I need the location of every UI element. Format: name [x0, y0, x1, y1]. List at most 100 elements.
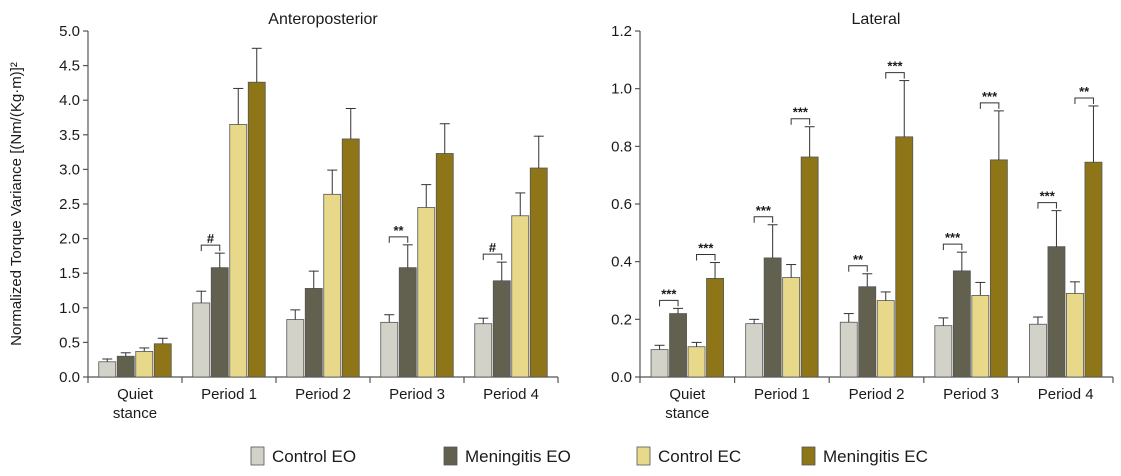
y-tick-label: 3.0 [59, 161, 80, 178]
significance-bracket [1074, 97, 1094, 104]
x-tick-label: Period 2 [849, 386, 905, 403]
significance-label: *** [1040, 189, 1056, 204]
bar [876, 300, 895, 378]
significance-label: *** [887, 59, 903, 74]
legend-swatch [636, 446, 651, 466]
significance-label: *** [982, 89, 998, 104]
x-tick-label: Period 2 [295, 386, 351, 403]
bar [952, 270, 971, 378]
bar [934, 325, 953, 378]
significance-label: *** [698, 241, 714, 256]
x-tick-label: stance [665, 405, 709, 422]
significance-bracket [388, 236, 409, 243]
bar [839, 321, 858, 378]
significance-label: *** [661, 286, 677, 301]
x-tick-label: Quiet [669, 386, 706, 403]
y-axis-title: Normalized Torque Variance [(Nm/(Kg·m)]² [8, 62, 25, 346]
bar [323, 193, 342, 378]
x-tick-label: Period 4 [1038, 386, 1094, 403]
chart-panel-1: Anteroposterior 0.0 0.5 1.0 1.5 2.0 2.5 3.0 3.5 4… [8, 11, 559, 422]
y-tick-label: 3.5 [59, 127, 80, 144]
y-tick-label: 0.0 [611, 369, 632, 386]
bar [116, 355, 135, 378]
bar [398, 267, 417, 378]
significance-bracket [1037, 202, 1057, 209]
significance-bracket [659, 299, 679, 307]
significance-label: *** [756, 203, 772, 218]
x-tick-label: Period 3 [943, 386, 999, 403]
significance-label: ** [393, 223, 404, 238]
y-tick-label: 1.2 [611, 23, 632, 40]
y-tick-label: 1.0 [611, 81, 632, 98]
bar [286, 319, 305, 378]
x-tick-label: Period 1 [754, 386, 810, 403]
bar [650, 349, 669, 378]
y-tick-label: 2.5 [59, 196, 80, 213]
legend-label: Meningitis EO [465, 447, 571, 466]
bar [192, 302, 211, 378]
y-tick-label: 1.5 [59, 265, 80, 282]
bar [341, 138, 360, 378]
significance-bracket [979, 102, 1000, 109]
bar [989, 159, 1008, 378]
bar [745, 323, 764, 378]
legend-label: Control EC [658, 447, 741, 466]
bar [210, 267, 229, 378]
significance-label: *** [793, 105, 809, 120]
bar [98, 361, 117, 378]
legend-swatch [250, 446, 265, 466]
bar [511, 215, 530, 378]
bar [971, 295, 990, 378]
bar [229, 124, 248, 378]
y-tick-label: 5.0 [59, 23, 80, 40]
significance-bracket [482, 253, 503, 261]
x-tick-label: Period 1 [201, 386, 257, 403]
significance-bracket [942, 243, 963, 251]
bar [763, 257, 782, 378]
y-tick-label: 0.5 [59, 334, 80, 351]
significance-label: # [207, 231, 215, 246]
y-tick-label: 0.0 [59, 369, 80, 386]
bar [417, 207, 436, 378]
bar [135, 350, 154, 378]
y-tick-label: 0.4 [611, 254, 632, 271]
legend-swatch [443, 446, 458, 466]
y-tick-label: 4.0 [59, 92, 80, 109]
legend-swatch [801, 446, 816, 466]
bar [474, 323, 493, 378]
y-tick-label: 0.6 [611, 196, 632, 213]
significance-bracket [885, 72, 905, 79]
significance-label: ** [1079, 84, 1090, 99]
bar [895, 136, 914, 378]
significance-label: ** [853, 252, 864, 267]
bar [687, 346, 706, 378]
bar [1047, 246, 1066, 378]
bar [1066, 292, 1084, 378]
chart-panel-2: Lateral 0.0 0.2 0.4 0.6 0.8 1.0 1.2 Quiet stance P… [611, 11, 1114, 422]
significance-label: # [489, 240, 497, 255]
y-tick-label: 1.0 [59, 300, 80, 317]
significance-bracket [848, 265, 868, 272]
significance-bracket [696, 254, 716, 261]
bar [304, 288, 323, 378]
significance-bracket [753, 216, 774, 223]
y-tick-label: 2.0 [59, 231, 80, 248]
legend: Control EO Meningitis EO Control EC Meningi… [250, 446, 928, 466]
bar [492, 280, 511, 378]
bar [706, 277, 724, 378]
significance-bracket [790, 118, 811, 125]
y-tick-label: 0.2 [611, 311, 632, 328]
panel-title: Anteroposterior [268, 11, 378, 28]
y-tick-label: 0.8 [611, 138, 632, 155]
bar [858, 286, 877, 378]
bar [435, 153, 454, 378]
bar [247, 81, 266, 378]
y-tick-label: 4.5 [59, 58, 80, 75]
bar [1029, 323, 1047, 378]
bar [669, 313, 687, 378]
x-tick-label: stance [113, 405, 157, 422]
significance-bracket [200, 244, 221, 252]
significance-label: *** [945, 230, 961, 245]
